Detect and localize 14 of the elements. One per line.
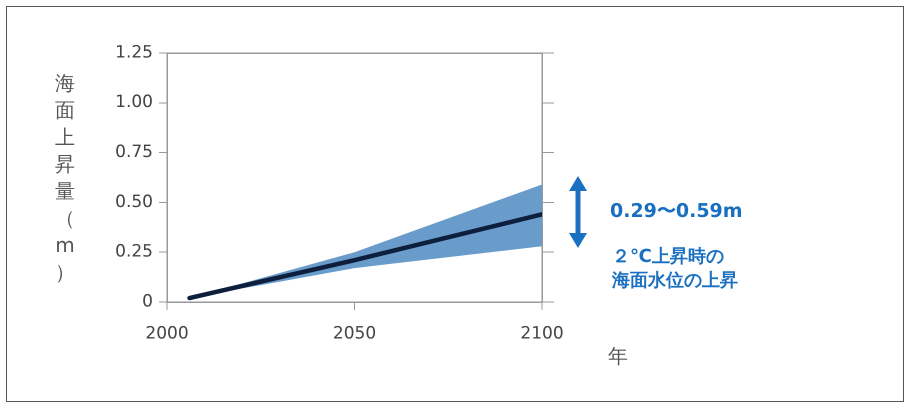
x-tick-label: 2050: [332, 324, 376, 344]
y-tick-label: 0.25: [115, 242, 153, 262]
x-tick-label: 2000: [145, 324, 189, 344]
x-tick-label: 2100: [520, 324, 564, 344]
y-tick-label: 0: [142, 291, 153, 312]
text: 海面水位の上昇: [612, 270, 738, 292]
y-tick-label: 1.25: [115, 42, 153, 62]
y-tick-label: 0.75: [115, 142, 153, 162]
y-axis-title: 海面上昇量（m）: [54, 70, 76, 286]
y-tick-label: 0.50: [115, 192, 153, 212]
y-tick-label: 1.00: [115, 92, 153, 112]
text: 0.29〜0.59m: [610, 200, 743, 224]
text: ２℃上昇時の: [612, 246, 724, 268]
x-axis-title: 年: [608, 343, 628, 370]
